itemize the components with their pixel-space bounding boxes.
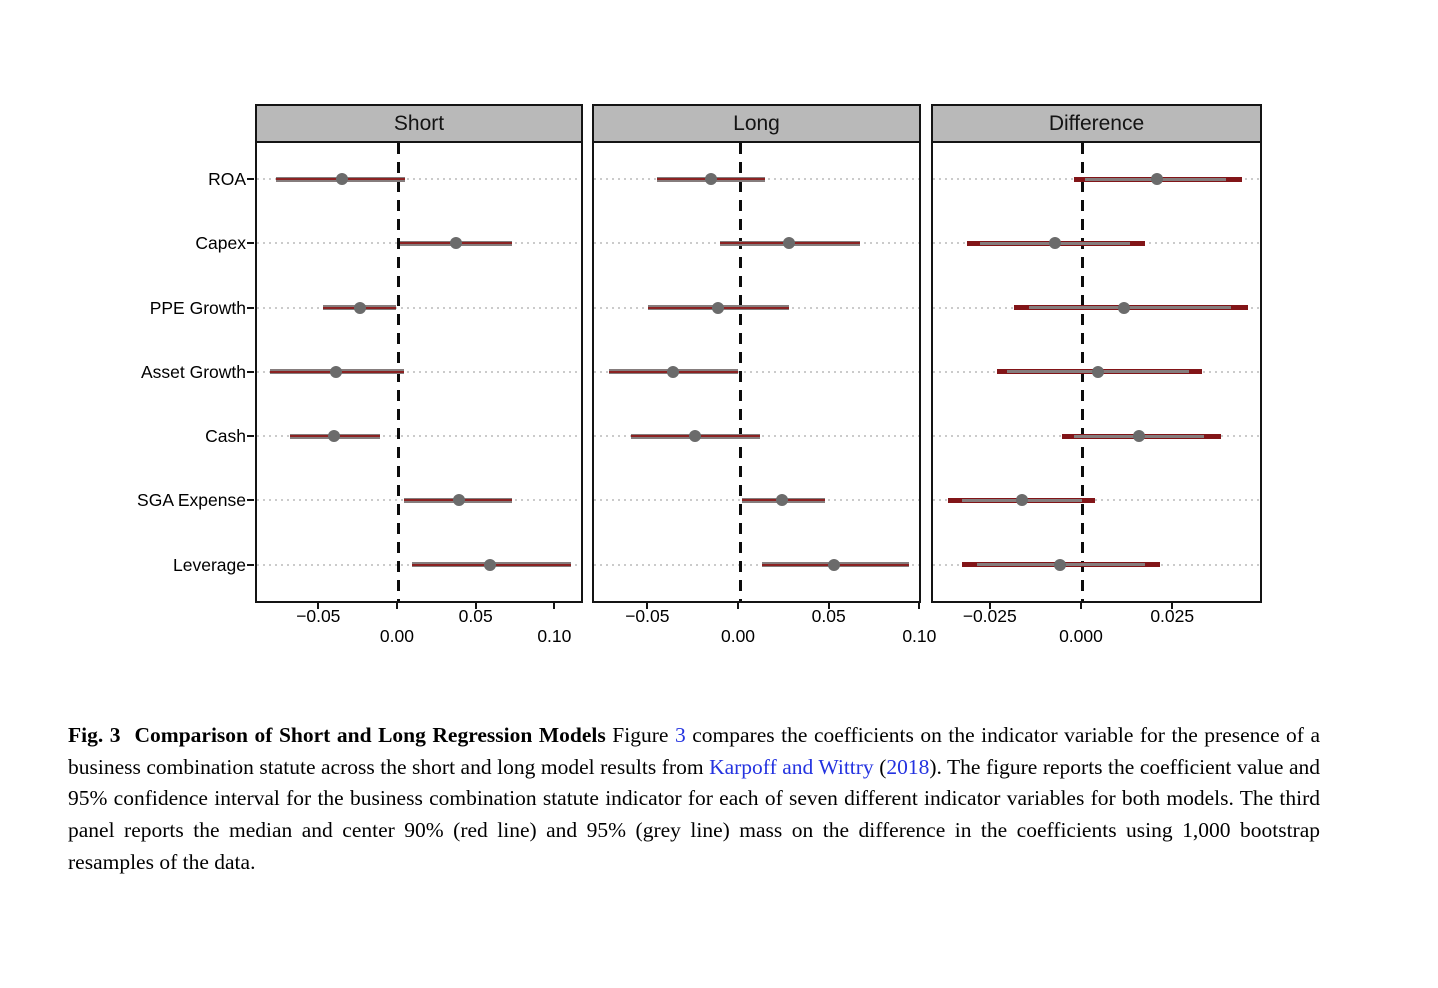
y-axis-tick [247,563,254,566]
y-axis-tick [247,306,254,309]
x-tick-label: 0.05 [811,606,846,626]
x-axis-tick [737,603,739,609]
gridline [257,306,581,309]
panel-header-short: Short [255,104,583,143]
y-axis-tick [247,435,254,437]
x-axis-tick [395,603,398,609]
y-axis-tick [247,499,254,502]
gridline [257,178,581,180]
x-tick-label: −0.05 [625,606,670,626]
x-tick-label: 0.05 [458,606,493,626]
category-label: SGA Expense [137,490,246,511]
category-label: Leverage [173,554,246,575]
estimate-dot [330,365,342,378]
category-label: Cash [205,426,246,446]
category-label: Asset Growth [140,361,246,382]
y-axis-tick [247,178,254,180]
x-tick-label: 0.10 [537,626,572,646]
estimate-dot [353,301,366,314]
x-tick-label: 0.025 [1150,606,1195,626]
estimate-dot [328,430,341,442]
x-tick-label: 0.00 [720,626,756,646]
caption-text-2: compares the coefficients on the indicat… [68,723,1321,779]
figure-ref-link[interactable]: 3 [674,723,686,747]
citation-link[interactable]: Karpoff and Wittry [709,754,874,779]
x-axis-tick [988,603,991,609]
median-dot [1117,301,1130,314]
median-dot [1132,430,1145,442]
panel-header-long: Long [592,104,921,143]
median-dot [1053,558,1066,571]
median-dot [1049,237,1062,250]
estimate-dot [775,494,788,507]
x-axis-tick [474,603,477,609]
citation-year-link[interactable]: 2018 [886,754,930,779]
y-axis-tick [247,242,254,245]
median-dot [1091,365,1104,378]
x-axis-tick [317,603,320,609]
zero-reference-line [738,143,742,601]
y-axis-tick [247,370,254,373]
x-axis-tick [553,603,556,609]
x-axis-tick [1171,603,1174,609]
x-axis-tick [646,603,649,609]
estimate-dot [704,173,717,185]
figure-caption: Fig. 3 Comparison of Short and Long Regre… [68,720,1320,879]
caption-text-4: ). The figure reports the coefficient va… [68,754,1320,874]
panel-header-difference: Difference [931,104,1262,143]
caption-text-1: Figure [605,723,675,747]
median-dot [1015,494,1028,507]
panel-long [592,143,921,603]
panel-difference [931,143,1262,603]
x-tick-label: 0.000 [1059,626,1103,646]
caption-fig-title: Comparison of Short and Long Regression … [134,723,606,747]
estimate-dot [688,430,701,442]
x-axis-tick [1079,603,1082,609]
category-label: PPE Growth [149,297,246,318]
gridline [257,370,581,373]
coefficient-figure: ROA Capex PPE Growth Asset Growth Cash SGA Ex… [137,104,1262,646]
estimate-dot [712,301,725,314]
panel-short [255,143,583,603]
gridline [594,370,919,373]
median-dot [1151,173,1164,185]
x-tick-label: 0.00 [379,626,414,646]
x-axis-tick [918,603,921,609]
estimate-dot [828,558,841,571]
x-tick-label: −0.05 [296,606,341,626]
gridline [594,563,919,566]
category-label: ROA [208,169,246,189]
caption-fig-number: Fig. 3 [68,723,121,747]
estimate-dot [484,558,497,571]
category-label: Capex [195,233,246,254]
estimate-dot [666,365,679,378]
estimate-dot [449,237,462,250]
caption-text-3: ( [873,754,887,779]
x-axis-tick [827,603,830,609]
estimate-dot [782,237,795,250]
x-tick-label: −0.025 [962,606,1017,626]
x-tick-label: 0.10 [902,626,937,646]
gridline [933,499,1260,502]
estimate-dot [336,173,349,185]
gridline [257,435,581,437]
estimate-dot [452,494,465,507]
